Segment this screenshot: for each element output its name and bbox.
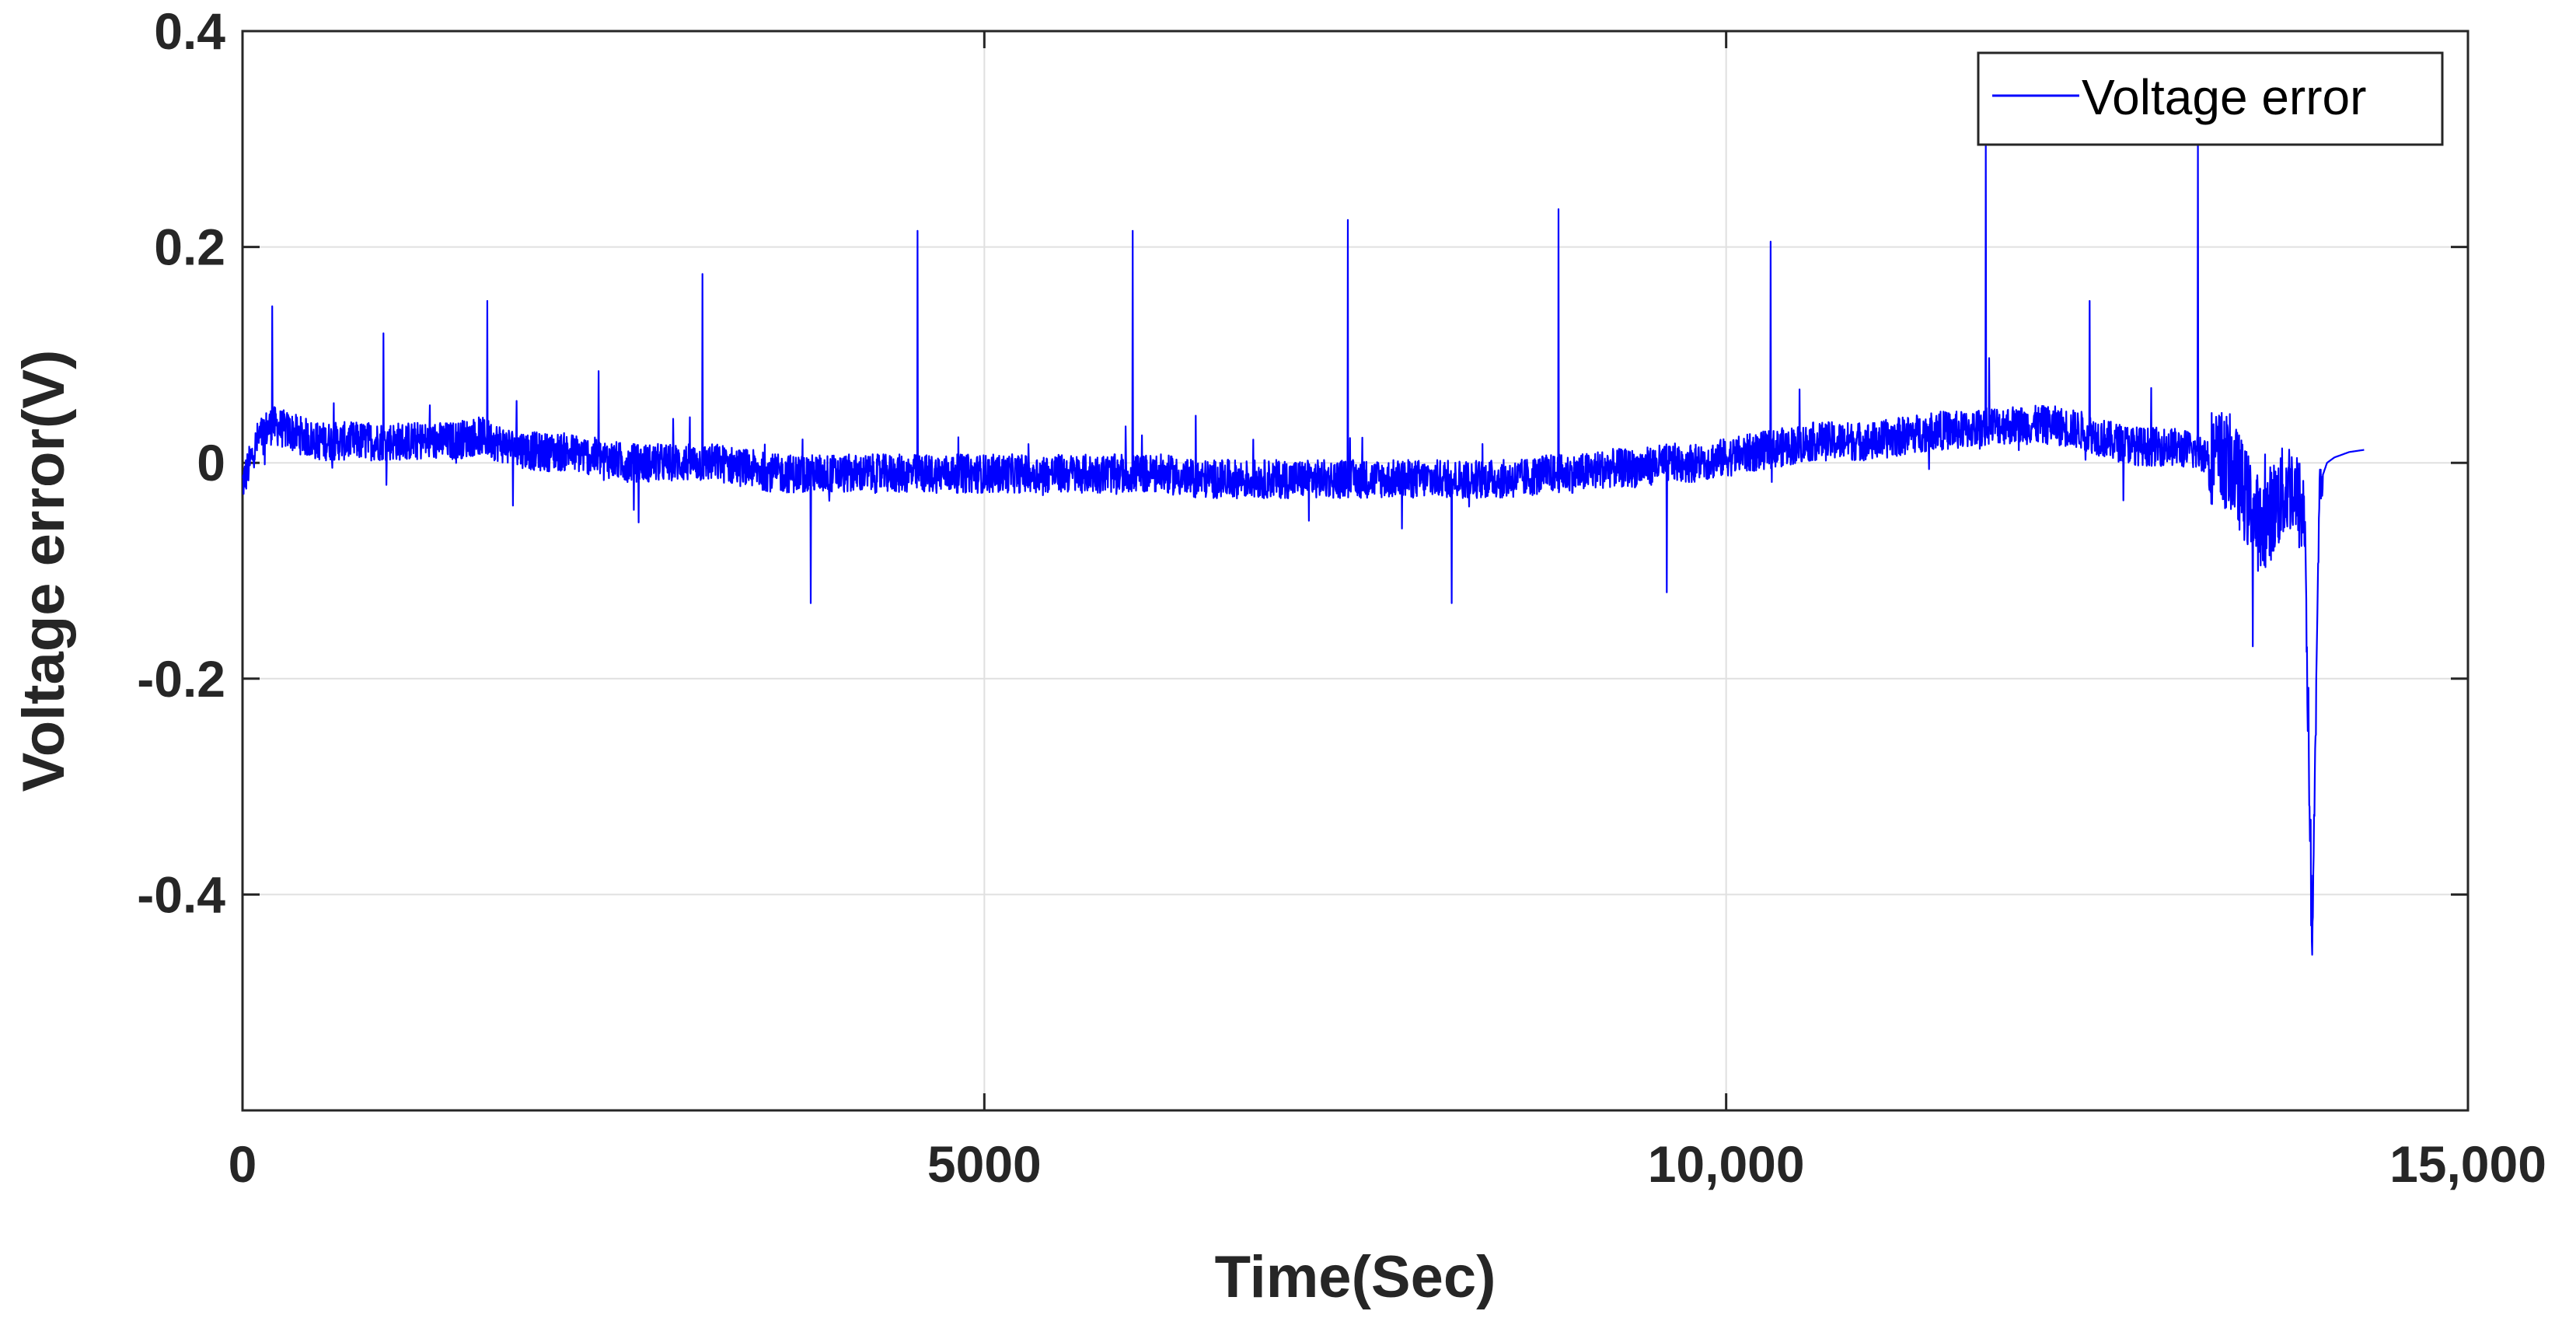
y-tick-label: -0.2 xyxy=(137,650,225,708)
y-tick-label: 0.4 xyxy=(154,2,225,60)
y-tick-label: -0.4 xyxy=(137,865,225,923)
x-tick-label: 15,000 xyxy=(2389,1135,2546,1193)
x-tick-label: 5000 xyxy=(927,1135,1042,1193)
y-tick-label: 0 xyxy=(197,434,225,491)
legend-entry-voltage-error: Voltage error xyxy=(2082,69,2366,125)
x-tick-labels: 0 5000 10,000 15,000 xyxy=(229,1135,2546,1193)
legend-box xyxy=(1977,51,2444,146)
x-axis-label: Time(Sec) xyxy=(1215,1244,1496,1310)
legend: Voltage error xyxy=(1977,51,2444,146)
series-line-voltage-error xyxy=(242,138,2365,956)
y-tick-label: 0.2 xyxy=(154,219,225,276)
plot-frame xyxy=(241,30,2470,1112)
x-tick-label: 10,000 xyxy=(1648,1135,1805,1193)
x-tick-label: 0 xyxy=(229,1135,257,1193)
plot-area xyxy=(242,138,2365,956)
grid xyxy=(243,30,2468,1110)
ticks xyxy=(241,30,2470,1110)
y-tick-labels: 0.4 0.2 0 -0.2 -0.4 xyxy=(137,2,225,923)
y-axis-label: Voltage error(V) xyxy=(11,350,77,792)
